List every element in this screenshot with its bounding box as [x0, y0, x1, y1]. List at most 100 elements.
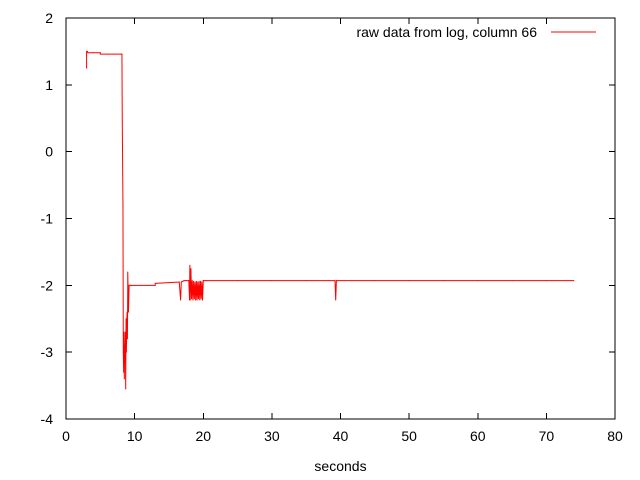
data-point — [192, 299, 194, 301]
data-point — [168, 282, 170, 284]
data-point — [195, 299, 197, 301]
data-point — [86, 67, 88, 69]
data-point — [191, 280, 193, 282]
data-point — [203, 280, 205, 282]
data-point — [545, 280, 547, 282]
x-axis-title: seconds — [314, 458, 366, 474]
data-point — [182, 280, 184, 282]
data-point — [92, 52, 94, 54]
plot-frame — [65, 17, 616, 420]
data-point — [195, 280, 197, 282]
data-point — [202, 299, 204, 301]
legend: raw data from log, column 66 — [356, 24, 596, 40]
y-tick-label: 2 — [45, 10, 53, 26]
data-point — [197, 281, 199, 283]
data-point — [408, 280, 410, 282]
data-point — [99, 53, 101, 55]
data-point — [125, 351, 127, 353]
data-point — [106, 53, 108, 55]
data-point — [477, 280, 479, 282]
data-point — [201, 281, 203, 283]
data-point — [237, 280, 239, 282]
data-point — [194, 281, 196, 283]
data-point — [99, 52, 101, 54]
data-point — [113, 53, 115, 55]
data-point — [335, 280, 337, 282]
data-point — [124, 344, 126, 346]
data-point — [121, 121, 123, 123]
data-point — [122, 204, 124, 206]
data-point — [206, 280, 208, 282]
x-tick-label: 0 — [62, 428, 70, 444]
x-tick-label: 30 — [264, 428, 280, 444]
data-point — [126, 338, 128, 340]
data-point — [126, 324, 128, 326]
data-point — [190, 268, 192, 270]
x-tick-label: 10 — [127, 428, 143, 444]
data-point — [127, 311, 129, 313]
y-tick-label: -3 — [41, 344, 54, 360]
data-point — [121, 53, 123, 55]
data-point — [123, 371, 125, 373]
data-point — [180, 299, 182, 301]
data-point — [200, 298, 202, 300]
y-tick-label: -2 — [41, 277, 54, 293]
data-point — [334, 280, 336, 282]
x-tick-label: 40 — [333, 428, 349, 444]
data-point — [86, 50, 88, 52]
data-point — [196, 299, 198, 301]
x-tick-label: 50 — [401, 428, 417, 444]
data-point — [200, 280, 202, 282]
data-point — [120, 53, 122, 55]
y-tick-label: -1 — [41, 211, 54, 227]
data-point — [147, 284, 149, 286]
x-tick-label: 70 — [539, 428, 555, 444]
data-point — [134, 284, 136, 286]
series-layer — [86, 50, 575, 390]
data-point — [87, 52, 89, 54]
data-point — [183, 280, 185, 282]
data-point — [188, 280, 190, 282]
data-point — [185, 280, 187, 282]
data-point — [180, 281, 182, 283]
ticks: 0 10 20 30 40 50 60 70 80 -4 -3 -2 -1 0 1 2 — [41, 10, 623, 444]
data-point — [154, 284, 156, 286]
data-point — [198, 280, 200, 282]
data-point — [199, 299, 201, 301]
data-point — [193, 298, 195, 300]
data-point — [202, 280, 204, 282]
data-point — [125, 318, 127, 320]
y-tick-label: 1 — [45, 77, 53, 93]
data-point — [305, 280, 307, 282]
data-point — [154, 282, 156, 284]
x-tick-label: 60 — [470, 428, 486, 444]
data-point — [123, 378, 125, 380]
x-tick-label: 80 — [607, 428, 623, 444]
data-point — [193, 280, 195, 282]
data-point — [127, 271, 129, 273]
data-point — [124, 351, 126, 353]
data-point — [127, 291, 129, 293]
data-point — [271, 280, 273, 282]
data-point — [511, 280, 513, 282]
data-point — [131, 284, 133, 286]
data-point — [125, 388, 127, 390]
y-tick-label: -4 — [41, 411, 54, 427]
data-point — [124, 331, 126, 333]
data-point — [197, 298, 199, 300]
data-point — [442, 280, 444, 282]
series-line — [86, 50, 574, 389]
y-tick-label: 0 — [45, 144, 53, 160]
data-point — [189, 299, 191, 301]
data-point — [178, 281, 180, 283]
data-point — [128, 284, 130, 286]
axes — [65, 17, 616, 420]
x-tick-label: 20 — [195, 428, 211, 444]
legend-label: raw data from log, column 66 — [356, 24, 537, 40]
data-point — [573, 280, 575, 282]
data-point — [122, 351, 124, 353]
data-point — [126, 311, 128, 313]
data-point — [127, 284, 129, 286]
data-point — [123, 331, 125, 333]
